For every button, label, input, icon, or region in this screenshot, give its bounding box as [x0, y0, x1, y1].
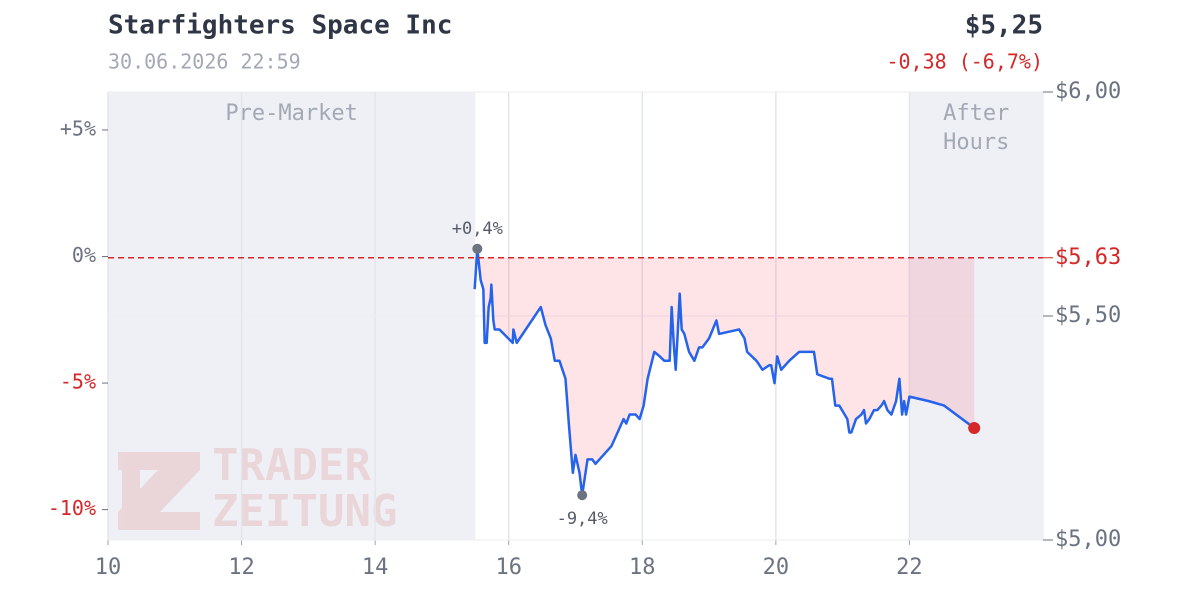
y-tick-label: $5,00 — [1055, 527, 1121, 552]
timestamp: 30.06.2026 22:59 — [108, 50, 301, 74]
y2-tick-label: -10% — [48, 496, 96, 520]
price: $5,25 — [965, 11, 1043, 41]
y2-tick-label: +5% — [60, 116, 96, 140]
area — [474, 248, 975, 496]
x-tick-label: 22 — [896, 555, 923, 580]
y2-tick-label: 0% — [72, 243, 96, 267]
annotation-point — [472, 243, 483, 254]
session-label: Pre-Market — [225, 101, 357, 126]
x-tick-label: 10 — [95, 555, 122, 580]
watermark-text: TRADER — [212, 440, 371, 491]
price-change: -0,38 (-6,7%) — [886, 50, 1043, 74]
session-label: After Hours — [943, 101, 1009, 155]
watermark-logo — [118, 452, 200, 530]
last-point — [968, 422, 981, 434]
x-tick-label: 12 — [228, 555, 255, 580]
x-tick-label: 14 — [362, 555, 389, 580]
annotation-label: +0,4% — [452, 219, 503, 239]
line — [473, 247, 975, 497]
x-tick-label: 20 — [763, 555, 790, 580]
y-tick-label: $6,00 — [1055, 79, 1121, 104]
annotation-label: -9,4% — [557, 509, 608, 529]
reference-label: $5,63 — [1055, 245, 1121, 270]
chart-title: Starfighters Space Inc — [108, 11, 452, 41]
y-tick-label: $5,50 — [1055, 303, 1121, 328]
watermark-text: ZEITUNG — [212, 486, 397, 537]
y2-tick-label: -5% — [60, 370, 96, 394]
annotation-point — [577, 490, 588, 501]
x-tick-label: 16 — [495, 555, 522, 580]
x-tick-label: 18 — [629, 555, 656, 580]
